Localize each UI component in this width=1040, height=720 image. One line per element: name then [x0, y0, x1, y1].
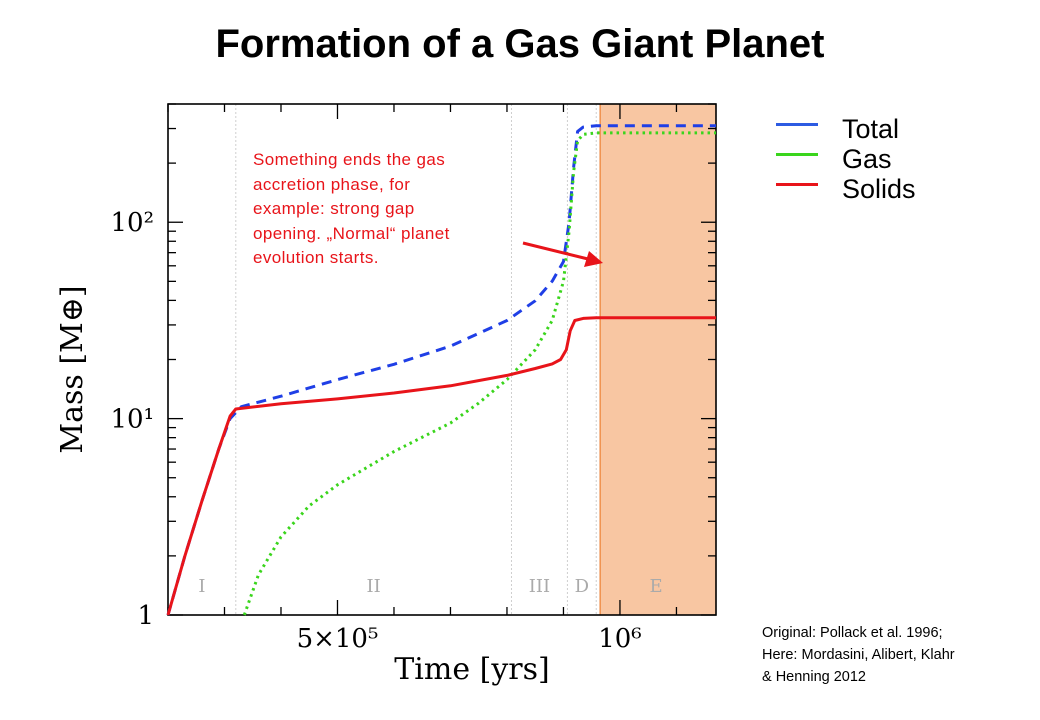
legend-swatch-total [776, 123, 818, 126]
legend-label-total: Total [842, 114, 900, 144]
legend-label-gas: Gas [842, 144, 892, 174]
phase-label: III [529, 576, 550, 597]
phase-label: I [198, 576, 205, 597]
legend-label-solids: Solids [842, 174, 916, 204]
credit-line: Here: Mordasini, Alibert, Klahr [762, 647, 955, 663]
phase-label: II [367, 576, 381, 597]
phase-label: E [650, 576, 663, 597]
credit-line: & Henning 2012 [762, 669, 866, 685]
annotation-line: Something ends the gas [253, 150, 446, 169]
y-tick-label: 1 [137, 601, 154, 631]
x-tick-label: 5×10⁵ [297, 624, 379, 654]
shaded-region [600, 104, 716, 615]
chart-title: Formation of a Gas Giant Planet [215, 22, 825, 66]
annotation-line: accretion phase, for [253, 174, 411, 194]
phase-label: D [575, 576, 589, 597]
y-tick-label: 10² [110, 208, 154, 238]
series-line-solids [166, 316, 716, 616]
y-tick-label: 10¹ [110, 405, 154, 435]
annotation-line: opening. „Normal“ planet [253, 223, 450, 243]
source-credit: Original: Pollack et al. 1996; Here: Mor… [762, 622, 1032, 688]
legend-swatch-gas [776, 153, 818, 156]
x-tick-label: 10⁶ [598, 624, 642, 654]
annotation-arrow-head [584, 251, 603, 267]
annotation-line: example: strong gap [253, 199, 415, 218]
y-axis-title: Mass [M⊕] [55, 285, 90, 453]
annotation-text: Something ends the gas accretion phase, … [253, 148, 528, 271]
x-axis-title: Time [yrs] [394, 652, 549, 687]
credit-line: Original: Pollack et al. 1996; [762, 625, 943, 641]
annotation-line: evolution starts. [253, 248, 379, 267]
annotation-arrow-shaft [522, 241, 589, 261]
legend-swatch-solids [776, 183, 818, 186]
